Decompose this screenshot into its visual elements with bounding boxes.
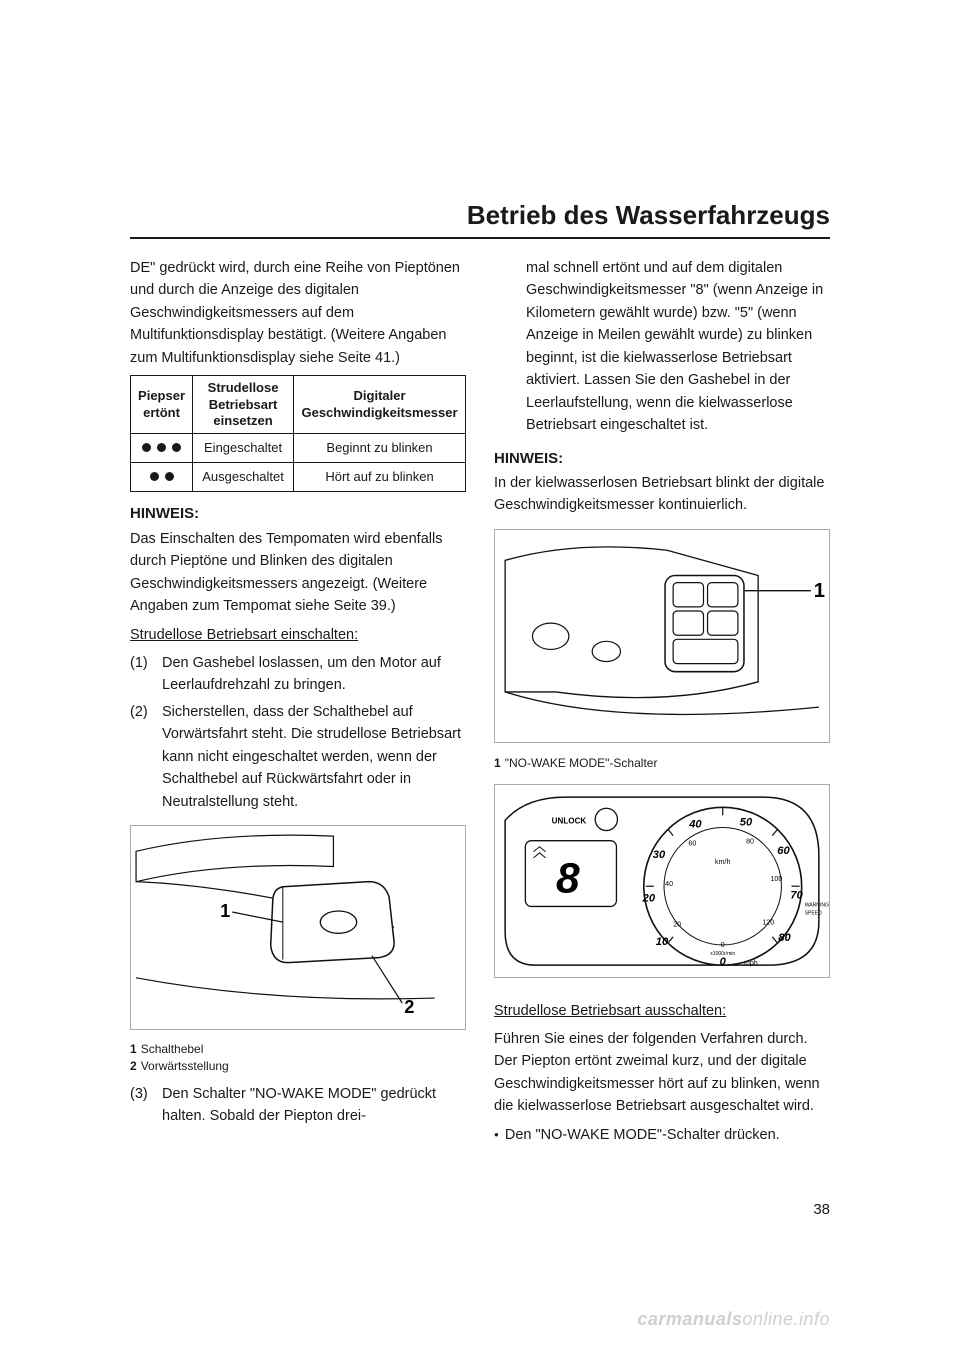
table-head: Piepser ertönt (131, 376, 193, 434)
note-heading: HINWEIS: (130, 502, 466, 525)
gauge-side-label: WARNING (805, 902, 829, 908)
gauge-small-label: x1000r/min (710, 951, 735, 957)
svg-text:60: 60 (688, 839, 696, 847)
svg-text:120: 120 (762, 918, 774, 926)
procedure-heading: Strudellose Betriebsart ausschalten: (494, 1000, 830, 1022)
figure-caption: 1"NO-WAKE MODE"-Schalter (494, 755, 830, 772)
table-head: Strudellose Betriebsart einsetzen (193, 376, 294, 434)
no-wake-switch-figure: 1 (494, 529, 830, 744)
svg-text:80: 80 (746, 837, 754, 845)
step-text: Den Schalter "NO-WAKE MODE" gedrückt hal… (162, 1083, 466, 1128)
table-cell: Ausgeschaltet (193, 463, 294, 492)
shift-lever-figure: 1 2 (130, 825, 466, 1029)
note-paragraph: In der kielwasserlosen Betriebsart blink… (494, 472, 830, 517)
beep-dots (131, 434, 193, 463)
table-cell: Eingeschaltet (193, 434, 294, 463)
svg-text:20: 20 (642, 892, 656, 904)
procedure-heading: Strudellose Betriebsart einschalten: (130, 624, 466, 646)
svg-text:0: 0 (721, 941, 725, 949)
table-row: Eingeschaltet Beginnt zu blinken (131, 434, 466, 463)
page-title: Betrieb des Wasserfahrzeugs (130, 200, 830, 239)
left-column: DE" gedrückt wird, durch eine Reihe von … (130, 257, 466, 1150)
manual-page: Betrieb des Wasserfahrzeugs DE" gedrückt… (0, 0, 960, 1358)
figure-caption: 1Schalthebel 2Vorwärtsstellung (130, 1041, 466, 1075)
list-item: Den "NO-WAKE MODE"-Schalter drücken. (494, 1124, 830, 1146)
unit-label: mph (744, 959, 758, 967)
continuation-paragraph: mal schnell ertönt und auf dem digitalen… (494, 257, 830, 437)
list-item: (3)Den Schalter "NO-WAKE MODE" gedrückt … (130, 1083, 466, 1128)
step-text: Den Gashebel loslassen, um den Motor auf… (162, 652, 466, 697)
gauge-digit: 8 (556, 855, 580, 902)
beep-dots (131, 463, 193, 492)
svg-text:40: 40 (688, 818, 702, 830)
table-cell: Hört auf zu blinken (294, 463, 466, 492)
list-item: (1)Den Gashebel loslassen, um den Motor … (130, 652, 466, 697)
page-number: 38 (813, 1201, 830, 1218)
svg-text:10: 10 (656, 936, 669, 948)
step-list: (1)Den Gashebel loslassen, um den Motor … (130, 652, 466, 813)
bullet-list: Den "NO-WAKE MODE"-Schalter drücken. (494, 1124, 830, 1146)
step-text: Sicherstellen, dass der Schalthebel auf … (162, 701, 466, 813)
figure-label: 1 (220, 901, 230, 921)
svg-text:60: 60 (777, 845, 790, 857)
gauge-side-label: SPEED (805, 910, 822, 916)
unlock-label: UNLOCK (552, 816, 587, 825)
svg-text:20: 20 (673, 920, 681, 928)
list-item: (2)Sicherstellen, dass der Schalthebel a… (130, 701, 466, 813)
note-heading: HINWEIS: (494, 447, 830, 470)
table-cell: Beginnt zu blinken (294, 434, 466, 463)
table-head: Digitaler Geschwindigkeitsmesser (294, 376, 466, 434)
note-paragraph: Das Einschalten des Tempomaten wird eben… (130, 528, 466, 618)
svg-text:30: 30 (653, 849, 666, 861)
step-list: (3)Den Schalter "NO-WAKE MODE" gedrückt … (130, 1083, 466, 1128)
two-column-layout: DE" gedrückt wird, durch eine Reihe von … (130, 257, 830, 1150)
svg-text:50: 50 (740, 816, 753, 828)
watermark: carmanualsonline.info (637, 1309, 830, 1330)
table-row: Ausgeschaltet Hört auf zu blinken (131, 463, 466, 492)
right-column: mal schnell ertönt und auf dem digitalen… (494, 257, 830, 1150)
svg-text:80: 80 (778, 932, 791, 944)
figure-label: 1 (814, 580, 825, 602)
figure-label: 2 (404, 997, 414, 1017)
svg-text:40: 40 (665, 880, 673, 888)
body-paragraph: Führen Sie eines der folgenden Verfahren… (494, 1028, 830, 1118)
beeper-table: Piepser ertönt Strudellose Betriebsart e… (130, 375, 466, 492)
unit-label: km/h (715, 858, 730, 866)
intro-paragraph: DE" gedrückt wird, durch eine Reihe von … (130, 257, 466, 369)
svg-text:70: 70 (790, 889, 803, 901)
speedometer-figure: UNLOCK 8 0 10 20 30 40 50 60 (494, 784, 830, 978)
svg-text:0: 0 (720, 956, 727, 968)
svg-text:100: 100 (770, 875, 782, 883)
